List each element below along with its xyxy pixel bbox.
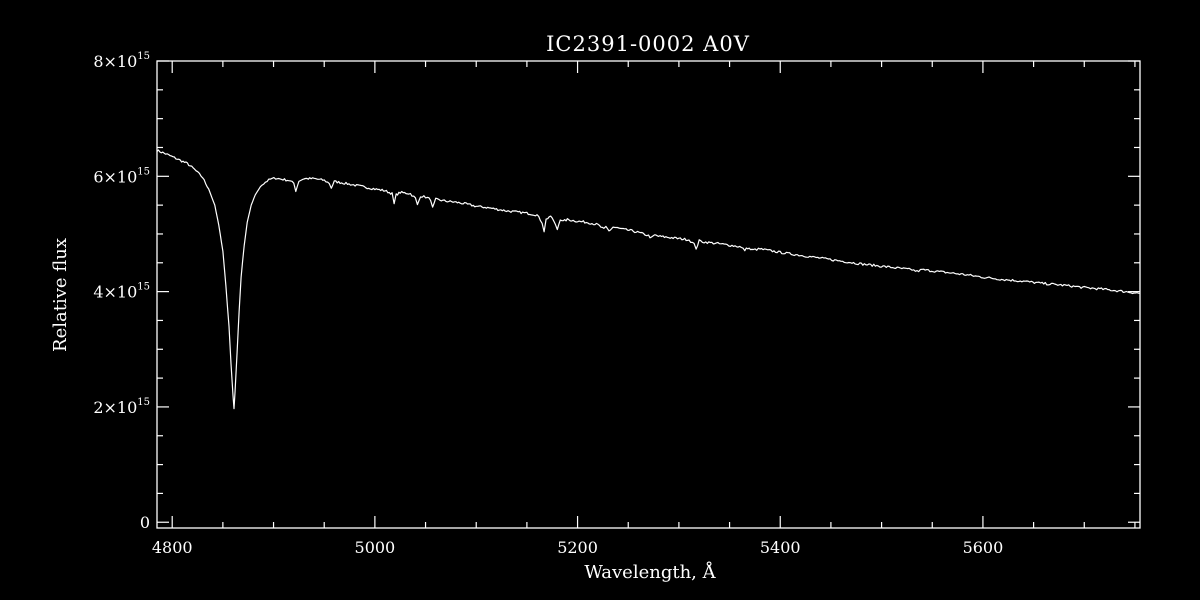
x-tick-label: 5400 <box>760 538 801 557</box>
y-tick-label: 6×1015 <box>93 166 150 186</box>
x-axis-title: Wavelength, Å <box>584 561 716 583</box>
y-tick-label: 2×1015 <box>93 397 150 417</box>
chart-title: IC2391-0002 A0V <box>546 32 750 56</box>
x-tick-label: 5600 <box>963 538 1004 557</box>
spectrum-line <box>156 149 1141 410</box>
x-tick-label: 4800 <box>152 538 193 557</box>
y-tick-label: 0 <box>140 513 150 532</box>
x-tick-label: 5000 <box>355 538 396 557</box>
y-tick-label: 8×1015 <box>93 51 150 71</box>
y-axis-title: Relative flux <box>50 238 71 352</box>
axis-ticks <box>157 60 1140 528</box>
x-tick-label: 5200 <box>557 538 598 557</box>
y-tick-labels: 0 2×1015 4×1015 6×1015 8×1015 <box>93 51 150 532</box>
plot-frame <box>156 60 1141 529</box>
y-tick-label: 4×1015 <box>93 282 150 302</box>
x-tick-labels: 4800 5000 5200 5400 5600 <box>152 538 1003 557</box>
